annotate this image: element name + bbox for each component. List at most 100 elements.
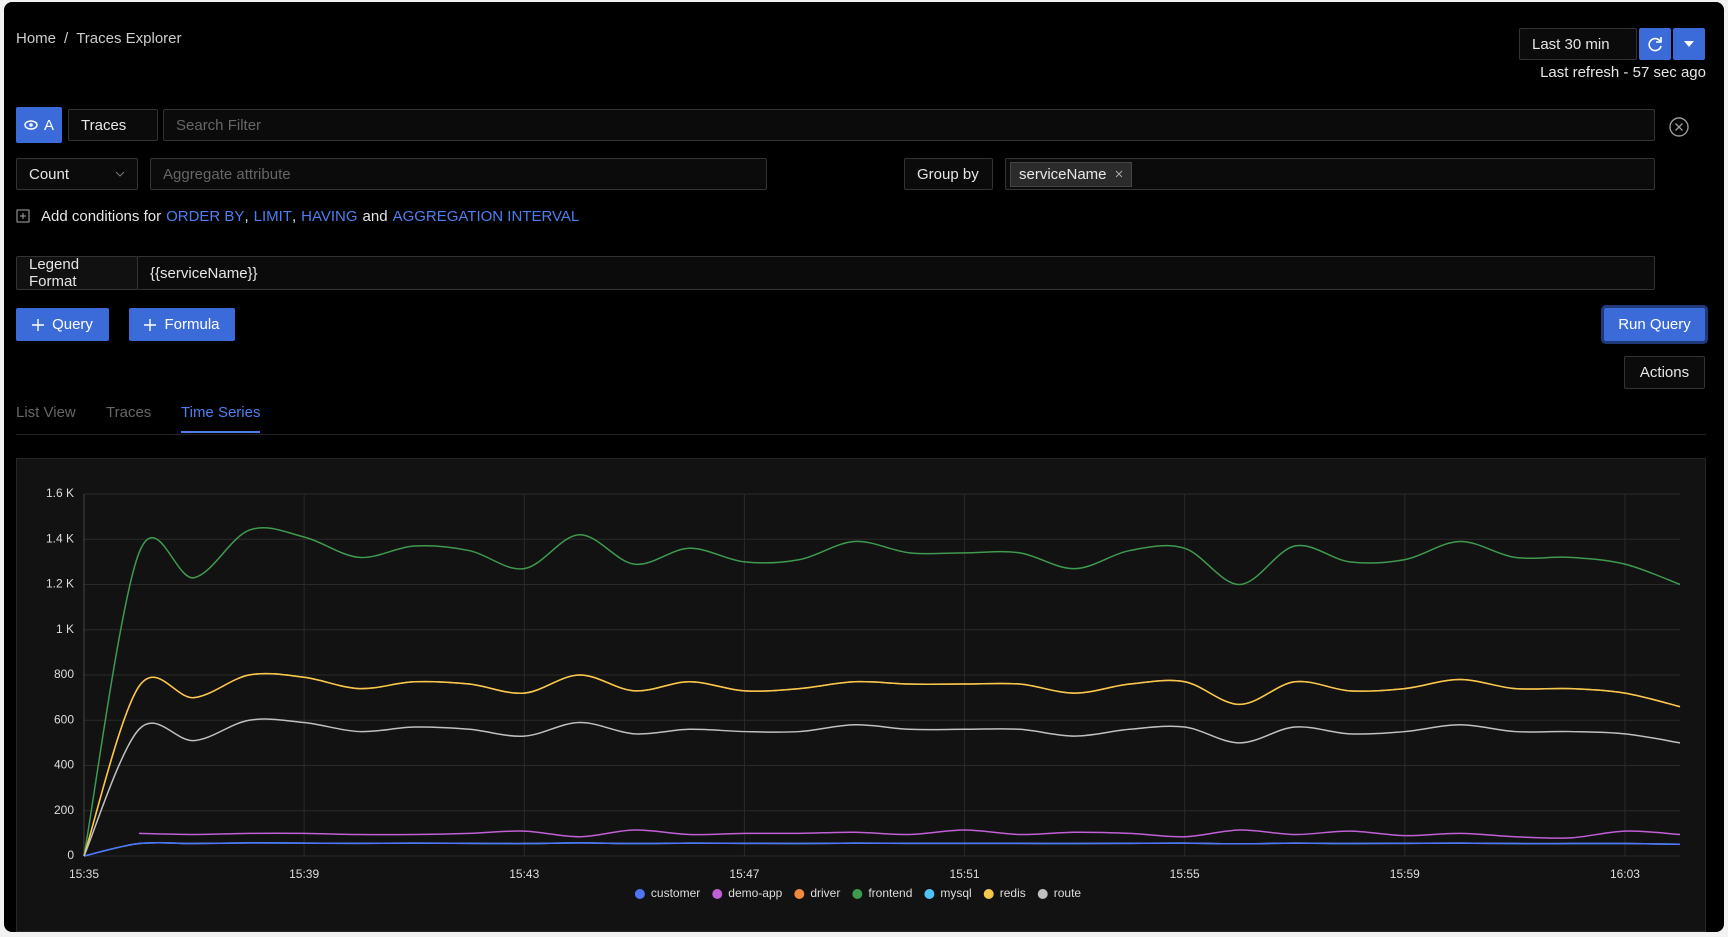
query-label[interactable]: A [16, 107, 62, 143]
time-range: Last 30 min [1532, 35, 1610, 53]
tabs: List View Traces Time Series [16, 402, 1706, 435]
label: Group by [917, 165, 979, 183]
legend-swatch [924, 889, 935, 899]
y-tick-label: 1 K [56, 622, 74, 636]
chart: 0 200 400 600 800 1 K 1.2 K 1.4 K 1.6 K 15:35 15:3… [46, 486, 1681, 900]
condition-text: , [244, 208, 249, 225]
caret-icon [1684, 41, 1694, 47]
legend-swatch [1037, 889, 1048, 899]
plus-icon [32, 318, 45, 331]
refresh-button[interactable] [1639, 28, 1671, 60]
value: {{serviceName}} [150, 264, 258, 282]
chip: serviceName [1010, 161, 1132, 187]
aggregate-attribute[interactable]: Aggregate attribute [150, 158, 767, 190]
group-by-input[interactable]: serviceName [1005, 158, 1655, 190]
crumb[interactable]: Home [16, 30, 57, 47]
legend-format-input[interactable]: {{serviceName}} [137, 256, 1655, 290]
expand-icon[interactable] [16, 209, 30, 223]
tab[interactable]: Traces [106, 404, 152, 421]
x-tick-label: 15:55 [1170, 867, 1200, 881]
y-tick-label: 800 [54, 667, 74, 681]
condition-link[interactable]: HAVING [301, 208, 358, 225]
x-tick-label: 15:43 [509, 867, 539, 881]
tab[interactable]: List View [16, 404, 76, 421]
aggregate: Count [29, 165, 70, 183]
chip-close[interactable] [1115, 170, 1123, 178]
source-select[interactable]: Traces [68, 109, 158, 141]
condition-link[interactable]: AGGREGATION INTERVAL [392, 208, 580, 225]
add-formula-button[interactable]: Formula [129, 308, 235, 341]
series-line [83, 718, 1681, 857]
y-tick-label: 400 [54, 758, 74, 772]
chip-text: serviceName [1019, 165, 1107, 183]
condition-link[interactable]: ORDER BY [166, 208, 245, 225]
y-tick-label: 1.4 K [46, 531, 74, 545]
label: Run Query [1618, 316, 1691, 333]
refresh-icon [1648, 37, 1662, 52]
x-tick-label: 15:51 [950, 867, 980, 881]
series-line [139, 829, 1681, 839]
legend-label: redis [1000, 886, 1026, 900]
tab[interactable]: Time Series [181, 404, 261, 433]
actions-button[interactable]: Actions [1624, 356, 1705, 389]
separator: / [64, 30, 69, 47]
aggregate-select[interactable]: Count [16, 158, 138, 190]
group-by-label: Group by [904, 158, 993, 190]
legend-label: route [1054, 886, 1082, 900]
series-line [83, 672, 1681, 857]
legend-swatch [794, 889, 805, 899]
time-picker[interactable]: Last 30 min [1519, 28, 1637, 60]
x-tick-label: 15:35 [69, 867, 99, 881]
series-line [83, 527, 1681, 857]
last-refresh: Last refresh - 57 sec ago [1540, 64, 1706, 81]
crumb: Traces Explorer [76, 30, 182, 47]
condition-text: and [362, 208, 388, 225]
condition-link[interactable]: LIMIT [253, 208, 292, 225]
window: Home / Traces Explorer Last 30 min Last … [4, 2, 1724, 932]
label: Formula [164, 316, 220, 333]
run-query-button[interactable]: Run Query [1604, 308, 1705, 341]
y-tick-label: 1.2 K [46, 577, 74, 591]
x-tick-label: 15:47 [729, 867, 759, 881]
label: Query [52, 316, 93, 333]
x-tick-label: 15:39 [289, 867, 319, 881]
legend-label: frontend [868, 886, 912, 900]
legend-swatch [852, 889, 863, 899]
legend-label: mysql [940, 886, 971, 900]
add-query-button[interactable]: Query [16, 308, 109, 341]
y-tick-label: 1.6 K [46, 486, 74, 500]
conditions: Add conditions for ORDER BY, LIMIT, HAVING a… [41, 208, 584, 225]
label: Actions [1639, 364, 1690, 381]
series-line [83, 672, 1681, 857]
placeholder: Search Filter [176, 116, 262, 134]
legend-swatch [712, 889, 723, 899]
y-tick-label: 600 [54, 712, 74, 726]
chevron [115, 171, 125, 177]
label: A [43, 116, 54, 134]
label: Legend Format [29, 256, 80, 290]
series-line [83, 841, 1681, 857]
x-tick-label: 15:59 [1390, 867, 1420, 881]
clear-icon[interactable] [1668, 116, 1690, 138]
source: Traces [81, 116, 127, 134]
y-tick-label: 0 [67, 848, 74, 862]
search-input[interactable]: Search Filter [163, 109, 1655, 141]
x-tick-label: 16:03 [1610, 867, 1640, 881]
y-tick-label: 200 [54, 803, 74, 817]
chart-panel: 0 200 400 600 800 1 K 1.2 K 1.4 K 1.6 K 15:35 15:3… [16, 458, 1706, 932]
dropdown-button[interactable] [1673, 28, 1705, 60]
condition-text: Add conditions for [41, 208, 162, 225]
eye-icon [24, 120, 38, 130]
plus-icon [144, 318, 157, 331]
series-line [83, 841, 1681, 857]
condition-text: , [291, 208, 297, 225]
legend-label: demo-app [728, 886, 782, 900]
legend-label: driver [810, 886, 840, 900]
placeholder: Aggregate attribute [163, 165, 291, 183]
legend-swatch [634, 889, 645, 899]
legend-swatch [983, 889, 994, 899]
legend-label: customer [651, 886, 700, 900]
legend-format-label: Legend Format [16, 256, 138, 290]
breadcrumb: Home / Traces Explorer [16, 30, 182, 47]
